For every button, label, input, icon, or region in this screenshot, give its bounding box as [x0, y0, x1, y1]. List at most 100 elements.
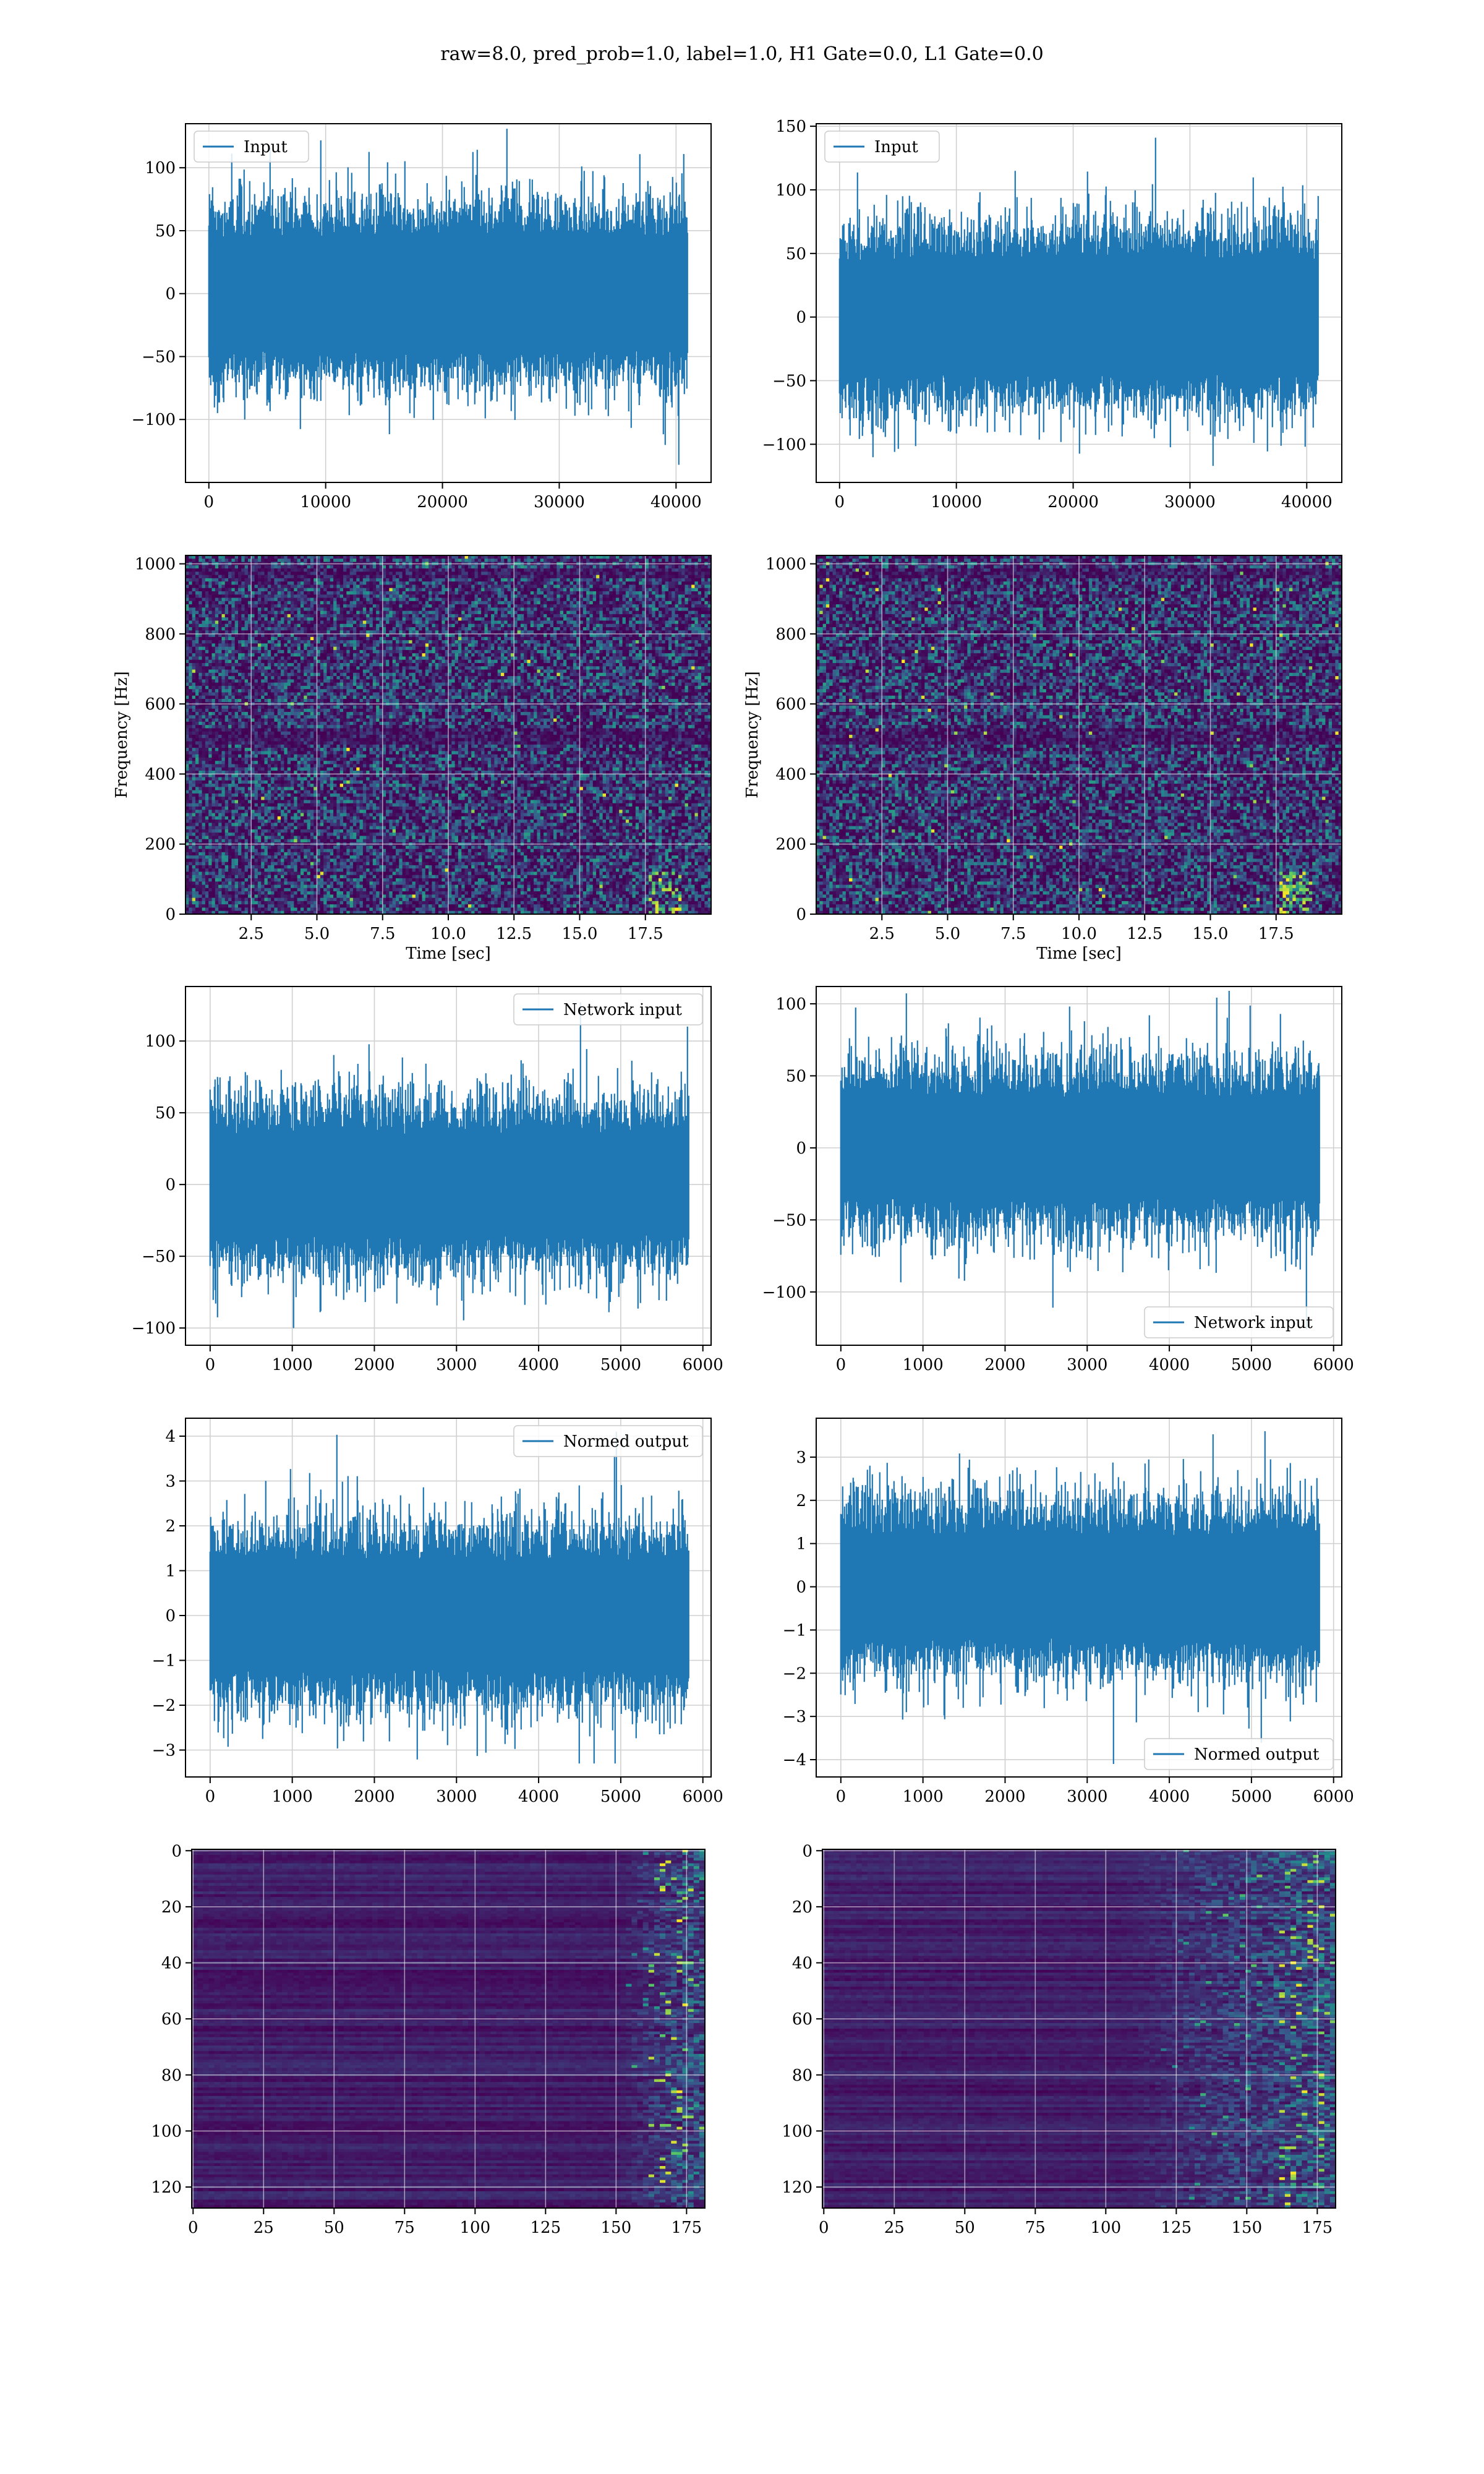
heat-cell	[412, 565, 416, 569]
heat-cell	[531, 559, 534, 562]
heat-cell	[336, 559, 340, 562]
heat-cell	[606, 559, 610, 562]
x-tick-label: 20000	[1047, 493, 1099, 511]
heat-cell	[553, 559, 557, 562]
heat-cell	[396, 565, 399, 569]
heat-cell	[560, 559, 564, 562]
heat-cell	[225, 559, 229, 562]
heat-cell	[636, 559, 639, 562]
heat-cell	[547, 559, 550, 562]
heat-cell	[422, 565, 426, 569]
series-band	[209, 242, 688, 345]
heat-cell	[228, 559, 232, 562]
heat-cell	[310, 559, 314, 562]
heat-cell	[527, 559, 531, 562]
heat-cell	[317, 565, 321, 569]
heat-cell	[494, 559, 498, 562]
heat-cell	[416, 565, 419, 569]
heat-cell	[284, 559, 288, 562]
heat-cell	[336, 565, 340, 569]
heat-cell	[268, 565, 271, 569]
heat-cell	[599, 559, 603, 562]
heat-cell	[675, 559, 679, 562]
heat-cell	[566, 559, 570, 562]
heat-cell	[304, 565, 307, 569]
heat-cell	[478, 559, 482, 562]
heat-cell	[675, 565, 679, 569]
heat-cell	[221, 559, 225, 562]
heat-cell	[544, 565, 547, 569]
legend-label: Input	[874, 138, 918, 156]
heat-cell	[527, 565, 531, 569]
heat-cell	[409, 565, 412, 569]
heat-cell	[241, 559, 245, 562]
heat-cell	[297, 559, 301, 562]
heat-cell	[616, 565, 620, 569]
heat-cell	[205, 565, 209, 569]
subplot-r1c0: 2.5 5.0 7.5 10.0 12.5 15.0 17.5020040060080010…	[113, 555, 712, 963]
heat-cell	[406, 559, 409, 562]
heat-cell	[212, 559, 216, 562]
heat-cell	[343, 565, 347, 569]
heat-cell	[429, 565, 432, 569]
heat-cell	[652, 565, 655, 569]
heat-cell	[363, 565, 367, 569]
heat-cell	[393, 565, 396, 569]
heat-cell	[441, 559, 445, 562]
heat-cell	[553, 565, 557, 569]
heat-cell	[320, 559, 324, 562]
heat-cell	[606, 565, 610, 569]
heat-cell	[356, 559, 360, 562]
heat-cell	[649, 565, 652, 569]
y-tick-label: 0	[796, 309, 806, 327]
heat-cell	[288, 565, 291, 569]
heat-cell	[491, 559, 495, 562]
heat-cell	[547, 565, 550, 569]
heat-cell	[626, 559, 629, 562]
heat-cell	[593, 559, 597, 562]
heat-cell	[681, 559, 685, 562]
heat-cell	[573, 565, 577, 569]
heat-cell	[646, 565, 649, 569]
heat-cell	[481, 565, 485, 569]
heat-cell	[231, 565, 235, 569]
heat-cell	[451, 565, 455, 569]
heat-cell	[403, 565, 406, 569]
heat-cell	[468, 559, 472, 562]
heat-cell	[665, 559, 669, 562]
heat-cell	[366, 559, 370, 562]
x-tick-label: 0	[204, 493, 215, 511]
heat-cell	[514, 559, 518, 562]
heat-cell	[208, 559, 212, 562]
heat-cell	[307, 559, 311, 562]
heat-cell	[238, 565, 242, 569]
x-tick-label: 30000	[1164, 493, 1216, 511]
heat-cell	[281, 565, 284, 569]
heat-cell	[639, 559, 642, 562]
heat-cell	[540, 559, 544, 562]
heat-cell	[518, 565, 521, 569]
y-tick-label: 100	[145, 159, 176, 178]
heat-cell	[701, 559, 705, 562]
heat-cell	[629, 559, 633, 562]
heat-cell	[346, 565, 350, 569]
heat-cell	[340, 559, 344, 562]
heat-cell	[518, 559, 521, 562]
heat-cell	[685, 559, 689, 562]
heat-cell	[202, 565, 206, 569]
heat-cell	[258, 559, 262, 562]
y-tick-label: 150	[775, 118, 806, 136]
heat-cell	[333, 565, 337, 569]
heat-cell	[455, 559, 459, 562]
heat-cell	[195, 559, 199, 562]
heat-cell	[593, 565, 597, 569]
heat-cell	[540, 565, 544, 569]
heat-cell	[468, 565, 472, 569]
y-tick-label: 100	[775, 181, 806, 200]
heat-cell	[399, 565, 403, 569]
heat-cell	[278, 559, 281, 562]
heat-cell	[274, 559, 278, 562]
heat-cell	[291, 565, 294, 569]
heat-cell	[419, 565, 422, 569]
heat-cell	[268, 559, 271, 562]
